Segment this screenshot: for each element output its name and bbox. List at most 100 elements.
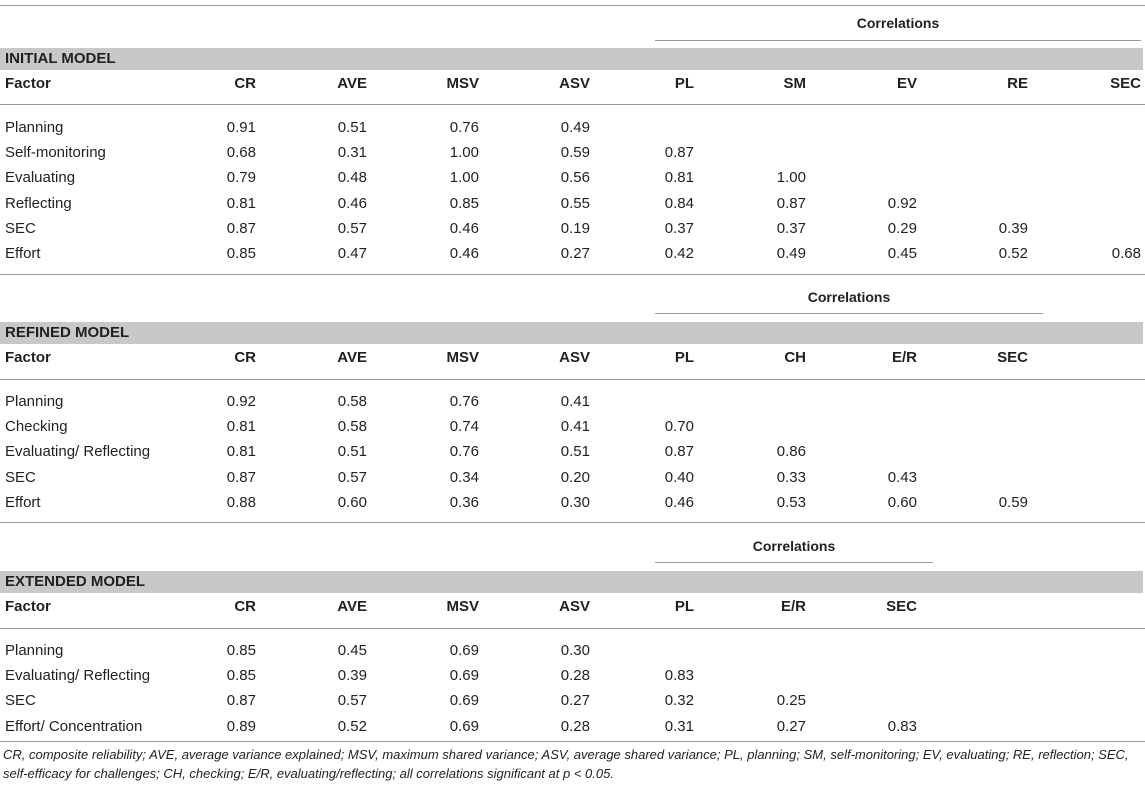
extended-cell: 0.85 xyxy=(226,667,256,685)
refined-header-ch: CH xyxy=(784,349,806,366)
extended-cell: 0.69 xyxy=(449,717,479,735)
extended-cell: 0.83 xyxy=(664,667,694,685)
refined-cell: 0.76 xyxy=(449,393,479,410)
initial-cell: 0.81 xyxy=(664,169,694,187)
refined-cell: 0.51 xyxy=(560,443,590,461)
initial-cell: 0.92 xyxy=(887,194,917,212)
refined-row-label: Evaluating/ Reflecting xyxy=(5,443,151,461)
refined-header-msv: MSV xyxy=(446,349,479,366)
initial-cell: 0.84 xyxy=(664,194,694,212)
initial-header-ev: EV xyxy=(896,75,917,92)
refined-cell: 0.87 xyxy=(226,468,256,486)
refined-cell: 0.57 xyxy=(337,468,367,486)
extended-correlations-rule xyxy=(655,562,933,563)
extended-row-label: Planning xyxy=(5,642,64,659)
initial-correlations-rule xyxy=(655,40,1141,41)
extended-cell: 0.45 xyxy=(337,642,367,659)
initial-row-label: Evaluating xyxy=(5,169,76,187)
refined-cell: 0.76 xyxy=(449,443,479,461)
initial-cell: 0.59 xyxy=(560,144,590,162)
refined-row-label: Planning xyxy=(5,393,64,410)
extended-cell: 0.39 xyxy=(337,667,367,685)
refined-cell: 0.86 xyxy=(776,443,806,461)
refined-header-cr: CR xyxy=(234,349,256,366)
refined-cell: 0.34 xyxy=(449,468,479,486)
initial-cell: 0.46 xyxy=(449,245,479,262)
initial-cell: 0.52 xyxy=(998,245,1028,262)
initial-cell: 0.39 xyxy=(998,219,1028,237)
extended-cell: 0.27 xyxy=(776,717,806,735)
initial-cell: 0.79 xyxy=(226,169,256,187)
initial-row-label: SEC xyxy=(5,219,36,237)
refined-cell: 0.41 xyxy=(560,393,590,410)
initial-cell: 0.47 xyxy=(337,245,367,262)
initial-cell: 0.91 xyxy=(226,119,256,136)
refined-cell: 0.87 xyxy=(664,443,694,461)
extended-header-pl: PL xyxy=(674,598,694,615)
refined-cell: 0.40 xyxy=(664,468,694,486)
extended-header-sec: SEC xyxy=(886,598,917,615)
initial-cell: 0.87 xyxy=(776,194,806,212)
extended-cell: 0.87 xyxy=(226,692,256,710)
initial-cell: 0.85 xyxy=(226,245,256,262)
initial-cell: 0.57 xyxy=(337,219,367,237)
initial-cell: 1.00 xyxy=(776,169,806,187)
initial-section-title: INITIAL MODEL xyxy=(0,48,1143,70)
refined-cell: 0.70 xyxy=(664,418,694,436)
refined-cell: 0.59 xyxy=(998,493,1028,511)
initial-cell: 0.19 xyxy=(560,219,590,237)
extended-cell: 0.69 xyxy=(449,692,479,710)
initial-row-label: Self-monitoring xyxy=(5,144,106,162)
extended-header-cr: CR xyxy=(234,598,256,615)
refined-cell: 0.88 xyxy=(226,493,256,511)
refined-cell: 0.60 xyxy=(337,493,367,511)
extended-header-e-r: E/R xyxy=(780,598,806,615)
extended-bottom-rule xyxy=(0,741,1145,742)
initial-header-cr: CR xyxy=(234,75,256,92)
initial-cell: 0.49 xyxy=(776,245,806,262)
refined-bottom-rule xyxy=(0,522,1145,523)
initial-cell: 0.46 xyxy=(337,194,367,212)
initial-top-rule xyxy=(0,5,1145,6)
initial-cell: 0.85 xyxy=(449,194,479,212)
initial-cell: 0.56 xyxy=(560,169,590,187)
refined-row-label: SEC xyxy=(5,468,36,486)
refined-cell: 0.58 xyxy=(337,393,367,410)
initial-cell: 0.27 xyxy=(560,245,590,262)
initial-header-ave: AVE xyxy=(337,75,367,92)
initial-cell: 0.29 xyxy=(887,219,917,237)
extended-row-label: Evaluating/ Reflecting xyxy=(5,667,151,685)
initial-cell: 1.00 xyxy=(449,169,479,187)
initial-row-label: Reflecting xyxy=(5,194,72,212)
extended-cell: 0.27 xyxy=(560,692,590,710)
extended-cell: 0.28 xyxy=(560,667,590,685)
refined-section-title: REFINED MODEL xyxy=(0,322,1143,344)
extended-header-rule xyxy=(0,628,1145,629)
initial-cell: 0.49 xyxy=(560,119,590,136)
refined-header-pl: PL xyxy=(674,349,694,366)
refined-correlations-label: Correlations xyxy=(807,289,891,305)
extended-cell: 0.31 xyxy=(664,717,694,735)
refined-cell: 0.81 xyxy=(226,443,256,461)
initial-header-re: RE xyxy=(1007,75,1028,92)
refined-header-rule xyxy=(0,379,1145,380)
extended-cell: 0.30 xyxy=(560,642,590,659)
table-footnote: CR, composite reliability; AVE, average … xyxy=(3,747,1129,781)
refined-cell: 0.36 xyxy=(449,493,479,511)
refined-cell: 0.20 xyxy=(560,468,590,486)
refined-header-e-r: E/R xyxy=(891,349,917,366)
initial-cell: 0.42 xyxy=(664,245,694,262)
initial-row-label: Effort xyxy=(5,245,41,262)
refined-header-sec: SEC xyxy=(997,349,1028,366)
initial-row-label: Planning xyxy=(5,119,64,136)
extended-cell: 0.89 xyxy=(226,717,256,735)
extended-row-label: SEC xyxy=(5,692,36,710)
extended-cell: 0.83 xyxy=(887,717,917,735)
initial-cell: 0.87 xyxy=(226,219,256,237)
extended-header-msv: MSV xyxy=(446,598,479,615)
refined-header-ave: AVE xyxy=(337,349,367,366)
extended-cell: 0.85 xyxy=(226,642,256,659)
initial-cell: 0.87 xyxy=(664,144,694,162)
initial-correlations-label: Correlations xyxy=(856,15,940,31)
initial-header-rule xyxy=(0,104,1145,105)
